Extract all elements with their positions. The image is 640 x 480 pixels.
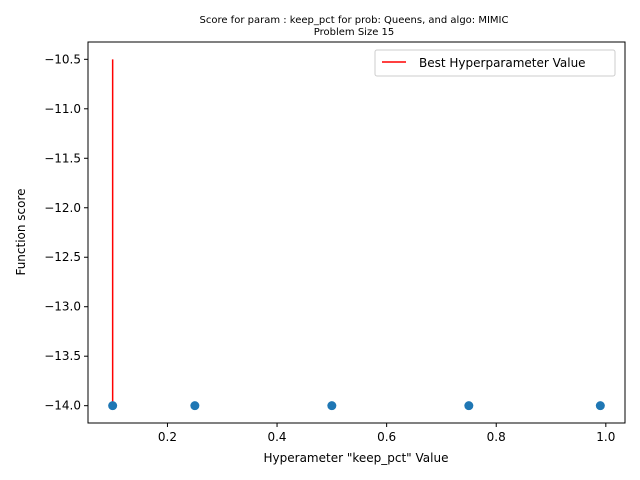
axis-ticks: 0.2 0.4 0.6 0.8 1.0 −14.0 −13.5 −13.0 −12.5 −12.0… — [44, 52, 615, 444]
x-tick-label: 0.2 — [158, 430, 177, 444]
x-tick-label: 1.0 — [596, 430, 615, 444]
y-tick-label: −14.0 — [44, 399, 81, 413]
x-tick-label: 0.4 — [267, 430, 286, 444]
data-point — [108, 401, 118, 411]
y-axis-label: Function score — [14, 188, 28, 275]
legend-box — [374, 49, 616, 77]
y-tick-label: −13.5 — [44, 349, 81, 363]
x-tick-label: 0.6 — [377, 430, 396, 444]
data-point — [464, 401, 474, 411]
data-point — [595, 401, 605, 411]
y-tick-label: −12.5 — [44, 250, 81, 264]
data-point — [190, 401, 200, 411]
y-tick-label: −11.5 — [44, 151, 81, 165]
legend-label-best-hyperparameter: Best Hyperparameter Value — [419, 56, 586, 70]
x-tick-label: 0.8 — [487, 430, 506, 444]
legend: Best Hyperparameter Value — [374, 49, 616, 77]
plot-area — [108, 59, 605, 411]
y-tick-label: −11.0 — [44, 102, 81, 116]
x-axis-label: Hyperameter "keep_pct" Value — [264, 451, 449, 465]
y-tick-label: −10.5 — [44, 52, 81, 66]
data-point — [327, 401, 337, 411]
chart-subtitle: Problem Size 15 — [314, 27, 395, 38]
y-tick-label: −13.0 — [44, 300, 81, 314]
chart-title: Score for param : keep_pct for prob: Que… — [200, 15, 509, 26]
y-tick-label: −12.0 — [44, 201, 81, 215]
axes-frame — [87, 41, 626, 424]
